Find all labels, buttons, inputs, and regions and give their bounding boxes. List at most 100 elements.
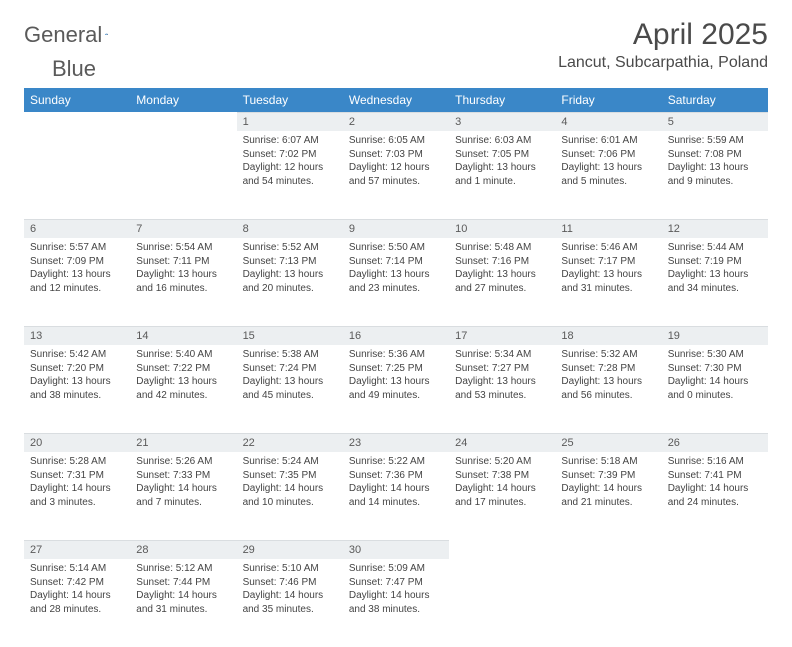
sunrise-text: Sunrise: 5:16 AM [668,455,762,469]
day-number: 21 [130,433,236,452]
sunrise-text: Sunrise: 5:38 AM [243,348,337,362]
day-header: Wednesday [343,88,449,112]
day-number: 19 [662,326,768,345]
title-block: April 2025 Lancut, Subcarpathia, Poland [558,18,768,72]
day-number: 22 [237,433,343,452]
day-cell: Sunrise: 5:16 AMSunset: 7:41 PMDaylight:… [662,452,768,515]
sunrise-text: Sunrise: 5:24 AM [243,455,337,469]
day-cell: Sunrise: 5:20 AMSunset: 7:38 PMDaylight:… [449,452,555,515]
day-number: 12 [662,219,768,238]
sunset-text: Sunset: 7:17 PM [561,255,655,269]
sunrise-text: Sunrise: 5:10 AM [243,562,337,576]
day-cell: Sunrise: 6:07 AMSunset: 7:02 PMDaylight:… [237,131,343,194]
daylight-text: Daylight: 14 hours and 21 minutes. [561,482,655,509]
day-cell: Sunrise: 5:40 AMSunset: 7:22 PMDaylight:… [130,345,236,408]
sunrise-text: Sunrise: 5:22 AM [349,455,443,469]
daylight-text: Daylight: 12 hours and 54 minutes. [243,161,337,188]
daylight-text: Daylight: 13 hours and 56 minutes. [561,375,655,402]
day-number: 14 [130,326,236,345]
daylight-text: Daylight: 13 hours and 9 minutes. [668,161,762,188]
daylight-text: Daylight: 14 hours and 14 minutes. [349,482,443,509]
sunset-text: Sunset: 7:08 PM [668,148,762,162]
day-cell: Sunrise: 5:44 AMSunset: 7:19 PMDaylight:… [662,238,768,301]
sunset-text: Sunset: 7:33 PM [136,469,230,483]
sunset-text: Sunset: 7:36 PM [349,469,443,483]
day-number: 4 [555,112,661,131]
daylight-text: Daylight: 12 hours and 57 minutes. [349,161,443,188]
sunset-text: Sunset: 7:19 PM [668,255,762,269]
day-number: 3 [449,112,555,131]
day-number [24,112,130,118]
sunset-text: Sunset: 7:27 PM [455,362,549,376]
day-cell: Sunrise: 5:09 AMSunset: 7:47 PMDaylight:… [343,559,449,622]
sunrise-text: Sunrise: 5:26 AM [136,455,230,469]
sunset-text: Sunset: 7:03 PM [349,148,443,162]
day-header: Monday [130,88,236,112]
daylight-text: Daylight: 13 hours and 12 minutes. [30,268,124,295]
day-header: Sunday [24,88,130,112]
daylight-text: Daylight: 13 hours and 45 minutes. [243,375,337,402]
sunset-text: Sunset: 7:05 PM [455,148,549,162]
sunrise-text: Sunrise: 5:42 AM [30,348,124,362]
day-cell: Sunrise: 5:52 AMSunset: 7:13 PMDaylight:… [237,238,343,301]
sunrise-text: Sunrise: 5:36 AM [349,348,443,362]
day-cell: Sunrise: 5:24 AMSunset: 7:35 PMDaylight:… [237,452,343,515]
sunset-text: Sunset: 7:41 PM [668,469,762,483]
sunrise-text: Sunrise: 5:57 AM [30,241,124,255]
day-cell: Sunrise: 5:26 AMSunset: 7:33 PMDaylight:… [130,452,236,515]
day-cell: Sunrise: 5:12 AMSunset: 7:44 PMDaylight:… [130,559,236,622]
day-cell: Sunrise: 6:03 AMSunset: 7:05 PMDaylight:… [449,131,555,194]
day-number [449,540,555,546]
daylight-text: Daylight: 13 hours and 53 minutes. [455,375,549,402]
brand-name-a: General [24,22,102,48]
day-cell: Sunrise: 5:28 AMSunset: 7:31 PMDaylight:… [24,452,130,515]
sunset-text: Sunset: 7:39 PM [561,469,655,483]
day-cell: Sunrise: 6:05 AMSunset: 7:03 PMDaylight:… [343,131,449,194]
day-cell: Sunrise: 5:30 AMSunset: 7:30 PMDaylight:… [662,345,768,408]
sunset-text: Sunset: 7:02 PM [243,148,337,162]
day-number [130,112,236,118]
sunrise-text: Sunrise: 5:12 AM [136,562,230,576]
sunset-text: Sunset: 7:46 PM [243,576,337,590]
day-cell: Sunrise: 5:34 AMSunset: 7:27 PMDaylight:… [449,345,555,408]
daylight-text: Daylight: 13 hours and 5 minutes. [561,161,655,188]
daylight-text: Daylight: 13 hours and 38 minutes. [30,375,124,402]
day-number: 10 [449,219,555,238]
day-cell [130,131,236,140]
sunset-text: Sunset: 7:24 PM [243,362,337,376]
daylight-text: Daylight: 13 hours and 42 minutes. [136,375,230,402]
day-header: Tuesday [237,88,343,112]
sunrise-text: Sunrise: 5:18 AM [561,455,655,469]
day-cell: Sunrise: 5:32 AMSunset: 7:28 PMDaylight:… [555,345,661,408]
day-cell: Sunrise: 5:57 AMSunset: 7:09 PMDaylight:… [24,238,130,301]
day-number: 18 [555,326,661,345]
day-number: 1 [237,112,343,131]
sunrise-text: Sunrise: 5:14 AM [30,562,124,576]
sunrise-text: Sunrise: 5:32 AM [561,348,655,362]
sunrise-text: Sunrise: 5:46 AM [561,241,655,255]
sunrise-text: Sunrise: 5:40 AM [136,348,230,362]
sunset-text: Sunset: 7:30 PM [668,362,762,376]
day-number: 11 [555,219,661,238]
day-number: 27 [24,540,130,559]
sunrise-text: Sunrise: 5:20 AM [455,455,549,469]
daylight-text: Daylight: 13 hours and 23 minutes. [349,268,443,295]
sunset-text: Sunset: 7:38 PM [455,469,549,483]
daylight-text: Daylight: 13 hours and 31 minutes. [561,268,655,295]
day-header: Friday [555,88,661,112]
sunrise-text: Sunrise: 5:30 AM [668,348,762,362]
day-cell: Sunrise: 5:54 AMSunset: 7:11 PMDaylight:… [130,238,236,301]
sunset-text: Sunset: 7:20 PM [30,362,124,376]
location-text: Lancut, Subcarpathia, Poland [558,54,768,72]
daylight-text: Daylight: 14 hours and 3 minutes. [30,482,124,509]
daylight-text: Daylight: 13 hours and 49 minutes. [349,375,443,402]
sunrise-text: Sunrise: 5:54 AM [136,241,230,255]
sunrise-text: Sunrise: 5:09 AM [349,562,443,576]
sunset-text: Sunset: 7:13 PM [243,255,337,269]
daylight-text: Daylight: 14 hours and 0 minutes. [668,375,762,402]
day-cell: Sunrise: 5:10 AMSunset: 7:46 PMDaylight:… [237,559,343,622]
sunrise-text: Sunrise: 5:48 AM [455,241,549,255]
day-number: 2 [343,112,449,131]
sunrise-text: Sunrise: 5:34 AM [455,348,549,362]
daylight-text: Daylight: 13 hours and 27 minutes. [455,268,549,295]
